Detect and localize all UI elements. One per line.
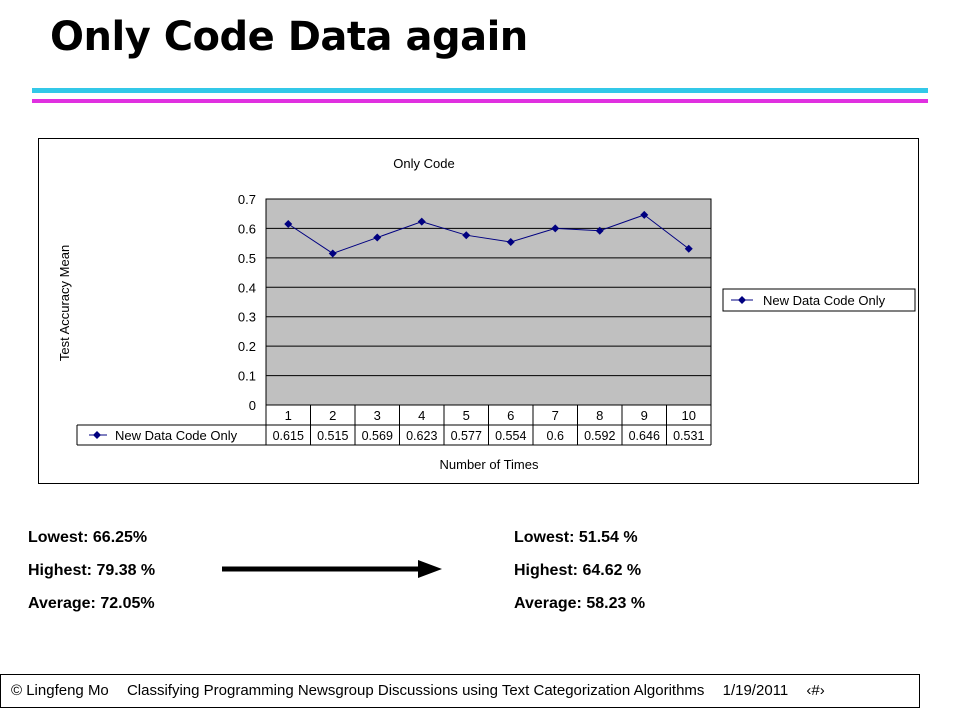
stats-before: Lowest: 66.25% Highest: 79.38 % Average:… xyxy=(28,528,155,627)
y-tick-label: 0.6 xyxy=(238,221,256,236)
y-tick-label: 0 xyxy=(249,398,256,413)
x-axis-label: Number of Times xyxy=(440,457,539,472)
chart-title: Only Code xyxy=(393,156,454,171)
y-tick-label: 0.7 xyxy=(238,192,256,207)
arrow-icon xyxy=(222,560,442,578)
stats-after: Lowest: 51.54 % Highest: 64.62 % Average… xyxy=(514,528,645,627)
series-line xyxy=(287,214,690,254)
y-tick-label: 0.5 xyxy=(238,251,256,266)
data-point xyxy=(595,226,604,235)
data-point xyxy=(284,220,293,229)
slide-title: Only Code Data again xyxy=(50,14,528,60)
y-axis-label: Test Accuracy Mean xyxy=(57,245,72,361)
data-label: 0.623 xyxy=(406,429,437,443)
title-underline-cyan xyxy=(32,88,928,93)
data-label: 0.592 xyxy=(584,429,615,443)
data-point xyxy=(506,237,515,246)
data-point xyxy=(640,210,649,219)
footer-date: 1/19/2011 xyxy=(722,682,789,699)
x-tick-label: 10 xyxy=(682,408,696,423)
data-label: 0.646 xyxy=(629,429,660,443)
data-point xyxy=(684,244,693,253)
slide-footer: © Lingfeng Mo Classifying Programming Ne… xyxy=(0,674,920,708)
data-point xyxy=(551,224,560,233)
data-label: 0.6 xyxy=(547,429,564,443)
legend-box xyxy=(722,288,916,312)
x-tick-label: 9 xyxy=(641,408,648,423)
stat-average-before: Average: 72.05% xyxy=(28,595,155,612)
y-tick-label: 0.4 xyxy=(238,280,256,295)
x-tick-label: 2 xyxy=(329,408,336,423)
x-tick-label: 8 xyxy=(596,408,603,423)
data-label: 0.615 xyxy=(273,429,304,443)
table-legend-marker xyxy=(93,431,101,439)
data-point xyxy=(373,233,382,242)
y-tick-label: 0.2 xyxy=(238,339,256,354)
footer-talk-title: Classifying Programming Newsgroup Discus… xyxy=(126,682,705,699)
data-label: 0.531 xyxy=(673,429,704,443)
x-tick-label: 6 xyxy=(507,408,514,423)
legend-marker xyxy=(738,296,746,304)
stat-average-after: Average: 58.23 % xyxy=(514,595,646,612)
title-underline-magenta xyxy=(32,99,928,103)
data-point xyxy=(417,217,426,226)
stat-lowest-after: Lowest: 51.54 % xyxy=(514,529,638,546)
stat-lowest-before: Lowest: 66.25% xyxy=(28,529,148,546)
x-tick-label: 4 xyxy=(418,408,425,423)
legend-label: New Data Code Only xyxy=(763,293,886,308)
y-tick-label: 0.3 xyxy=(238,310,256,325)
data-label: 0.515 xyxy=(317,429,348,443)
y-tick-label: 0.1 xyxy=(238,369,256,384)
chart-frame: Only Code 0 0.1 0.2 0.3 0.4 0.5 0.6 0.7 Test Accu… xyxy=(38,138,919,484)
line-chart: Only Code 0 0.1 0.2 0.3 0.4 0.5 0.6 0.7 Test Accu… xyxy=(57,156,916,472)
data-point xyxy=(328,249,337,258)
table-series-name: New Data Code Only xyxy=(115,428,238,443)
data-label: 0.569 xyxy=(362,429,393,443)
x-tick-label: 1 xyxy=(285,408,292,423)
footer-page-number: ‹#› xyxy=(806,682,825,699)
stat-highest-after: Highest: 64.62 % xyxy=(514,562,642,579)
plot-area xyxy=(265,198,712,406)
x-tick-label: 7 xyxy=(552,408,559,423)
stat-highest-before: Highest: 79.38 % xyxy=(28,562,156,579)
footer-author: © Lingfeng Mo xyxy=(11,682,109,699)
data-label: 0.554 xyxy=(495,429,526,443)
x-tick-label: 3 xyxy=(374,408,381,423)
data-label: 0.577 xyxy=(451,429,482,443)
x-tick-label: 5 xyxy=(463,408,470,423)
data-point xyxy=(462,231,471,240)
